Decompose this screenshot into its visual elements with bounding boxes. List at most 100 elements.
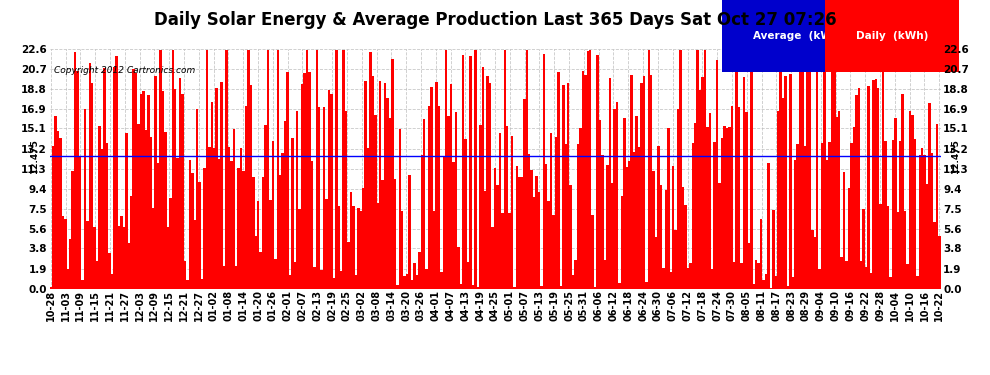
Bar (623, 118, 626, 289)
Bar (787, 285, 789, 289)
Bar (426, 269, 428, 289)
Bar (211, 102, 213, 289)
Bar (806, 51, 809, 289)
Bar (518, 177, 521, 289)
Bar (726, 129, 728, 289)
Bar (797, 144, 799, 289)
Bar (262, 177, 264, 289)
Bar (413, 262, 416, 289)
Bar (249, 85, 252, 289)
Bar (240, 148, 243, 289)
Bar (559, 286, 562, 289)
Bar (847, 188, 850, 289)
Bar (452, 162, 454, 289)
Bar (569, 185, 572, 289)
Bar (757, 263, 760, 289)
Bar (335, 50, 338, 289)
Bar (738, 107, 741, 289)
Bar (343, 50, 345, 289)
Bar (149, 136, 152, 289)
Bar (174, 89, 176, 289)
Bar (148, 95, 149, 289)
Bar (662, 268, 664, 289)
Bar (331, 94, 333, 289)
Bar (238, 168, 240, 289)
Bar (69, 239, 71, 289)
Bar (438, 106, 441, 289)
Bar (704, 50, 706, 289)
Bar (340, 271, 343, 289)
Bar (764, 274, 767, 289)
Bar (652, 171, 655, 289)
Bar (311, 161, 313, 289)
Bar (323, 107, 326, 289)
Bar (359, 211, 362, 289)
Bar (742, 76, 745, 289)
Bar (176, 158, 179, 289)
Bar (276, 50, 279, 289)
Bar (84, 110, 86, 289)
Bar (472, 285, 474, 289)
Bar (318, 107, 321, 289)
Bar (264, 124, 266, 289)
Bar (384, 83, 386, 289)
Bar (230, 161, 233, 289)
Bar (362, 188, 364, 289)
Bar (591, 215, 594, 289)
Bar (574, 260, 577, 289)
Bar (286, 72, 289, 289)
Bar (71, 171, 74, 289)
Bar (582, 71, 584, 289)
Bar (474, 50, 477, 289)
Bar (867, 86, 869, 289)
Bar (601, 155, 604, 289)
Bar (939, 236, 940, 289)
Bar (621, 196, 623, 289)
Bar (179, 78, 181, 289)
Bar (101, 149, 103, 289)
Bar (672, 166, 674, 289)
Bar (684, 206, 687, 289)
Bar (513, 286, 516, 289)
Bar (860, 261, 862, 289)
Bar (836, 117, 838, 289)
Bar (614, 109, 616, 289)
Bar (401, 211, 404, 289)
Bar (547, 201, 549, 289)
Bar (533, 197, 536, 289)
Bar (682, 187, 684, 289)
Bar (64, 219, 66, 289)
Bar (216, 88, 218, 289)
Bar (477, 286, 479, 289)
Text: Average  (kWh): Average (kWh) (753, 30, 844, 40)
Bar (128, 243, 130, 289)
Bar (289, 275, 291, 289)
Bar (404, 276, 406, 289)
Bar (845, 261, 847, 289)
Bar (794, 160, 797, 289)
Bar (61, 216, 64, 289)
Bar (123, 227, 125, 289)
Bar (789, 75, 792, 289)
Bar (606, 165, 609, 289)
Text: Daily  (kWh): Daily (kWh) (855, 30, 929, 40)
Bar (391, 59, 394, 289)
Bar (774, 276, 777, 289)
Bar (279, 175, 281, 289)
Bar (650, 75, 652, 289)
Bar (549, 133, 552, 289)
Bar (271, 141, 274, 289)
Bar (459, 285, 462, 289)
Bar (731, 105, 733, 289)
Bar (536, 176, 538, 289)
Bar (850, 143, 852, 289)
Bar (926, 184, 929, 289)
Bar (706, 126, 709, 289)
Bar (349, 192, 352, 289)
Bar (464, 140, 467, 289)
Bar (879, 204, 882, 289)
Text: 12.475: 12.475 (30, 139, 39, 174)
Bar (521, 177, 523, 289)
Bar (338, 206, 340, 289)
Bar (784, 76, 787, 289)
